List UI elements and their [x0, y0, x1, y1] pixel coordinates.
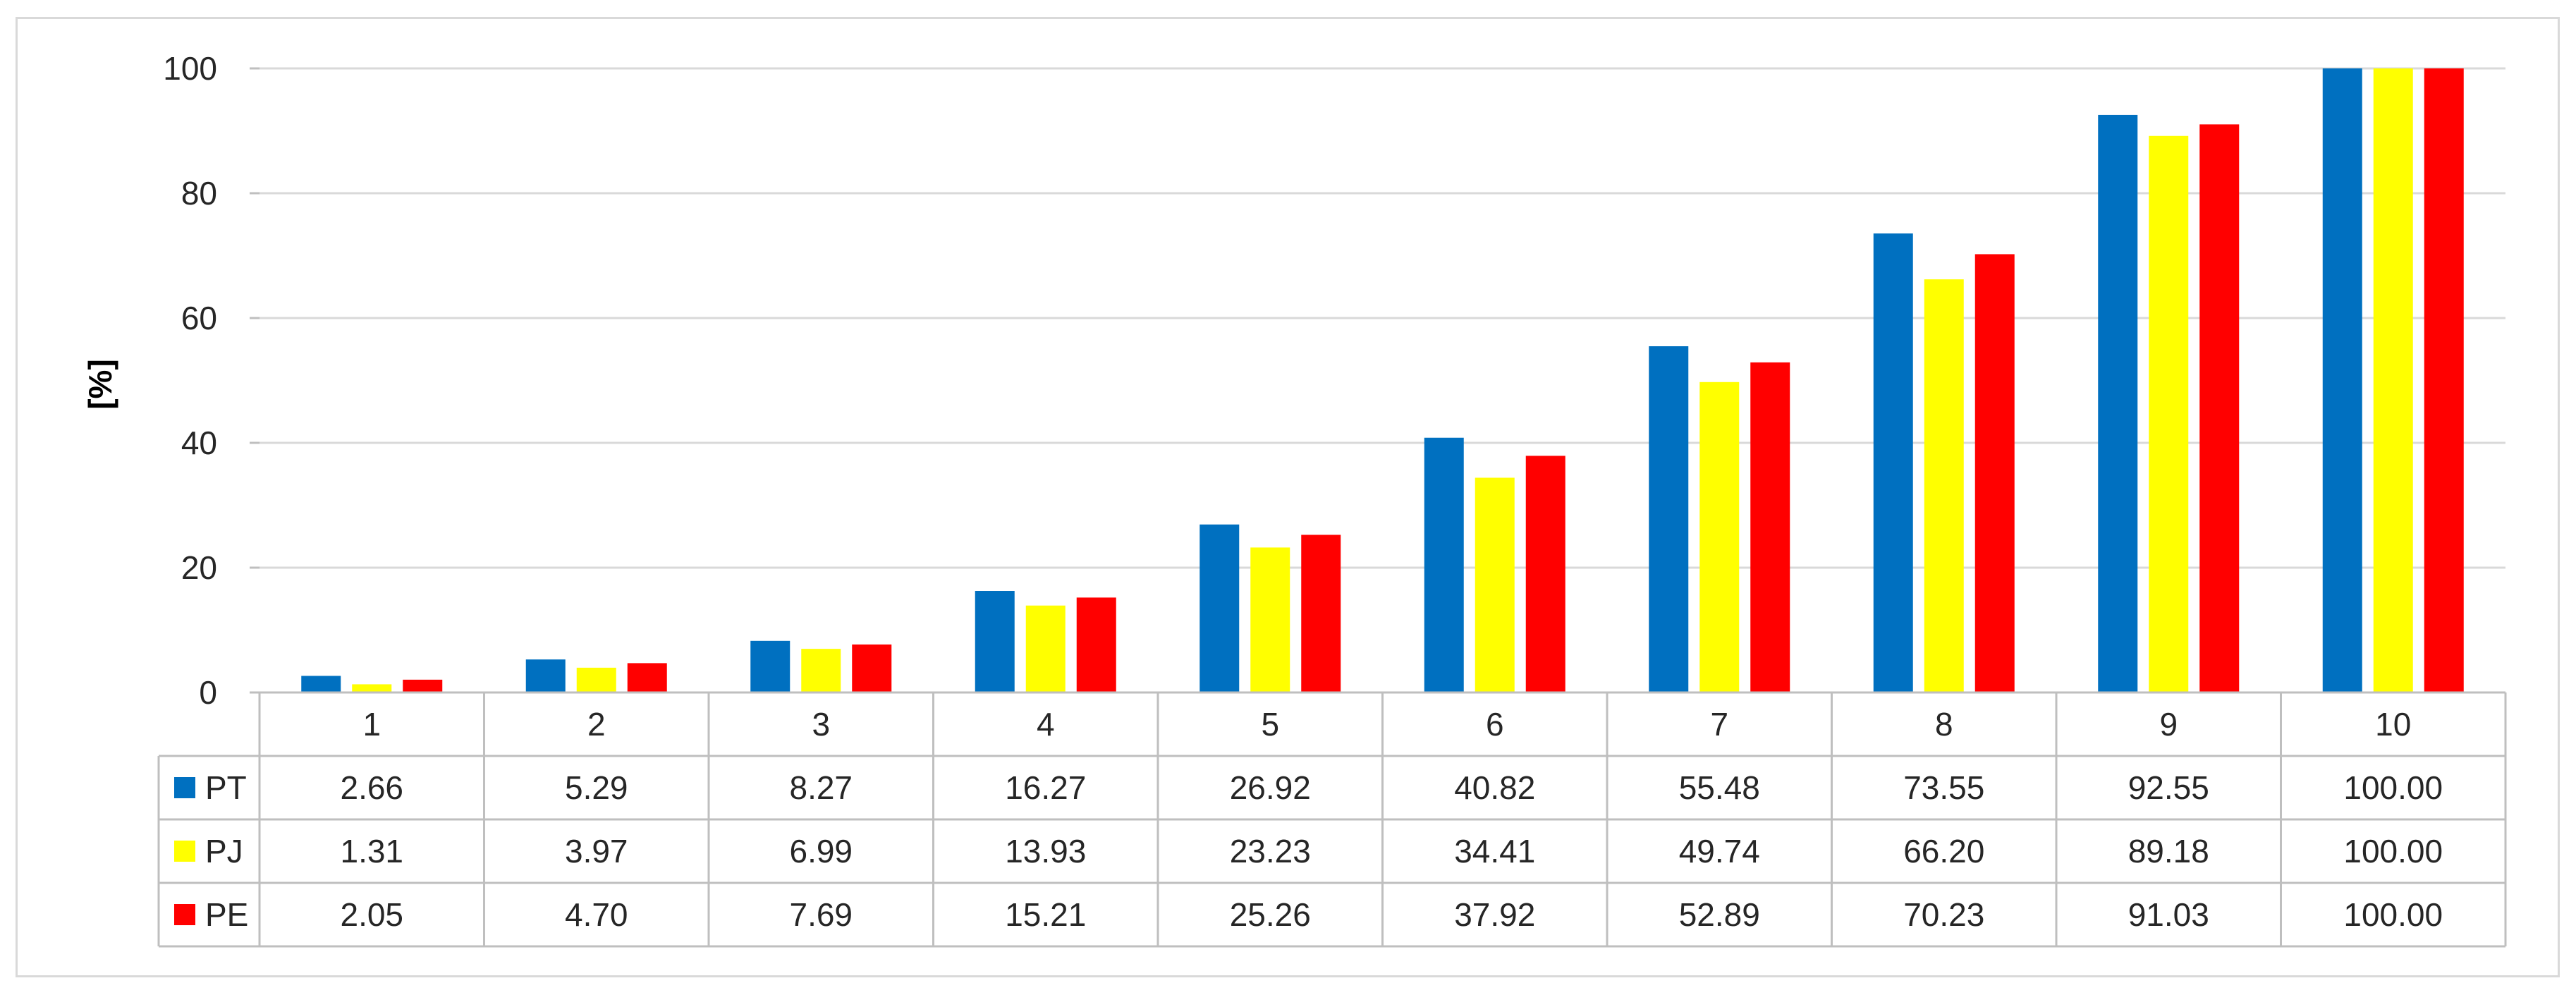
data-label: 66.20: [1903, 833, 1984, 869]
bar-pj: [801, 649, 841, 692]
data-label: 3.97: [565, 833, 628, 869]
bar-pe: [627, 663, 667, 692]
bar-pt: [1200, 524, 1240, 692]
category-label: 3: [812, 706, 830, 743]
data-label: 25.26: [1230, 896, 1311, 933]
bar-pt: [525, 659, 566, 692]
bar-pt: [2098, 114, 2138, 692]
y-tick-label: 80: [181, 175, 217, 212]
data-label: 52.89: [1679, 896, 1760, 933]
bar-pj: [1699, 381, 1740, 692]
y-axis: 0 20 40 60 80 100: [163, 50, 260, 711]
bar-pe: [1076, 597, 1116, 692]
legend-swatch-pt: [174, 777, 195, 798]
data-label: 55.48: [1679, 769, 1760, 806]
legend-label-pe: PE: [205, 896, 248, 933]
bar-pj: [1924, 279, 1964, 692]
legend-swatch-pj: [174, 841, 195, 862]
category-label: 7: [1710, 706, 1728, 743]
bar-pj: [1025, 605, 1066, 692]
data-label: 16.27: [1005, 769, 1086, 806]
data-label: 89.18: [2128, 833, 2209, 869]
data-label: 40.82: [1454, 769, 1535, 806]
category-label: 5: [1261, 706, 1279, 743]
bar-pe: [2424, 68, 2464, 692]
bar-pt: [1873, 233, 1913, 692]
bar-pe: [1525, 456, 1565, 692]
data-label: 13.93: [1005, 833, 1086, 869]
legend-label-pt: PT: [205, 769, 247, 806]
y-tick-label: 60: [181, 300, 217, 336]
bar-pe: [1301, 535, 1341, 692]
data-label: 100.00: [2343, 896, 2443, 933]
data-label: 100.00: [2343, 833, 2443, 869]
y-tick-label: 0: [199, 674, 217, 711]
bar-pe: [1750, 362, 1790, 692]
bar-pj: [1475, 477, 1515, 692]
data-label: 70.23: [1903, 896, 1984, 933]
data-label: 34.41: [1454, 833, 1535, 869]
bar-pj: [2373, 68, 2413, 692]
bar-pt: [975, 591, 1015, 692]
bar-pj: [352, 684, 392, 692]
data-label: 73.55: [1903, 769, 1984, 806]
data-label: 2.66: [340, 769, 403, 806]
category-label: 1: [362, 706, 381, 743]
data-table: 1 2 3 4 5 6 7 8 9 10 PT 2.66 5.29 8.27 16.27 26.92 40.82…: [157, 691, 2507, 948]
data-label: 100.00: [2343, 769, 2443, 806]
data-label: 4.70: [565, 896, 628, 933]
bar-pt: [1424, 437, 1464, 692]
category-label: 9: [2159, 706, 2178, 743]
category-label: 6: [1486, 706, 1504, 743]
bar-pe: [852, 644, 892, 692]
category-label: 4: [1037, 706, 1055, 743]
data-label: 92.55: [2128, 769, 2209, 806]
category-label: 10: [2375, 706, 2411, 743]
legend-label-pj: PJ: [205, 833, 243, 869]
bar-pt: [750, 640, 790, 692]
bar-pt: [1649, 346, 1689, 692]
bar-pj: [2149, 135, 2189, 692]
data-label: 2.05: [340, 896, 403, 933]
data-label: 8.27: [789, 769, 853, 806]
data-label: 15.21: [1005, 896, 1086, 933]
data-label: 49.74: [1679, 833, 1760, 869]
data-label: 23.23: [1230, 833, 1311, 869]
data-label: 91.03: [2128, 896, 2209, 933]
y-axis-label: [%]: [82, 359, 118, 410]
data-label: 6.99: [789, 833, 853, 869]
data-label: 5.29: [565, 769, 628, 806]
bar-pt: [2322, 68, 2362, 692]
bars: [301, 68, 2464, 693]
data-label: 26.92: [1230, 769, 1311, 806]
bar-pj: [576, 667, 616, 692]
bar-pe: [403, 679, 443, 692]
data-label: 37.92: [1454, 896, 1535, 933]
y-tick-label: 40: [181, 425, 217, 461]
data-label: 7.69: [789, 896, 853, 933]
bar-pj: [1250, 547, 1290, 692]
bar-pt: [301, 676, 341, 692]
y-tick-label: 100: [163, 50, 217, 87]
category-label: 2: [587, 706, 606, 743]
data-label: 1.31: [340, 833, 403, 869]
bar-pe: [1974, 254, 2015, 693]
y-tick-label: 20: [181, 549, 217, 586]
bar-pe: [2199, 124, 2240, 692]
legend-swatch-pe: [174, 904, 195, 925]
category-label: 8: [1935, 706, 1953, 743]
